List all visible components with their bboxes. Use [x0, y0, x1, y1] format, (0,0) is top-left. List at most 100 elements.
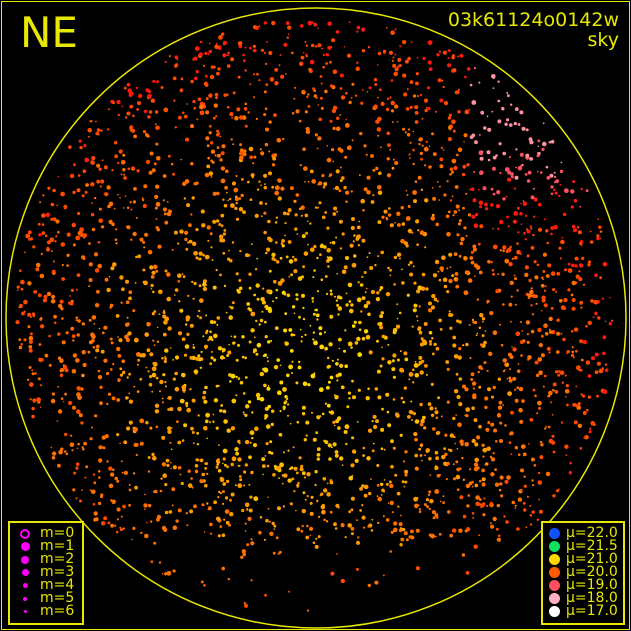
star-marker	[380, 311, 384, 315]
star-marker	[204, 347, 207, 350]
star-marker	[535, 373, 540, 378]
star-marker	[30, 316, 32, 318]
star-marker	[139, 441, 144, 446]
star-marker	[524, 238, 527, 241]
star-marker	[37, 377, 41, 381]
star-marker	[299, 328, 302, 331]
star-marker	[458, 347, 462, 351]
star-marker	[302, 147, 306, 151]
star-marker	[173, 294, 176, 296]
star-marker	[311, 297, 315, 300]
star-marker	[493, 428, 498, 433]
star-marker	[248, 508, 253, 513]
star-marker	[323, 439, 326, 443]
star-marker	[49, 237, 55, 242]
star-marker	[301, 508, 306, 514]
star-marker	[263, 230, 267, 235]
star-marker	[230, 492, 235, 497]
star-marker	[577, 423, 582, 428]
star-marker	[145, 421, 149, 425]
star-marker	[335, 169, 340, 174]
star-marker	[75, 497, 78, 500]
star-marker	[340, 95, 346, 100]
star-marker	[50, 446, 53, 449]
star-marker	[309, 222, 312, 225]
star-marker	[202, 395, 206, 400]
star-marker	[282, 137, 285, 141]
star-marker	[178, 115, 182, 120]
star-marker	[15, 320, 20, 325]
star-marker	[266, 386, 271, 391]
star-marker	[409, 80, 414, 84]
star-marker	[481, 482, 486, 487]
star-marker	[256, 297, 260, 301]
star-marker	[301, 335, 303, 338]
star-marker	[76, 333, 80, 337]
star-marker	[444, 433, 448, 437]
star-marker	[42, 298, 48, 303]
star-marker	[391, 359, 395, 363]
star-marker	[389, 274, 392, 277]
star-marker	[457, 110, 461, 114]
star-marker	[89, 119, 93, 123]
star-marker	[223, 419, 228, 424]
star-marker	[142, 203, 147, 209]
star-marker	[72, 405, 76, 410]
star-marker	[278, 550, 282, 554]
star-marker	[571, 298, 576, 302]
star-marker	[75, 358, 80, 363]
star-marker	[307, 243, 309, 246]
star-marker	[334, 453, 339, 458]
magnitude-marker-icon	[21, 569, 29, 576]
star-marker	[529, 140, 534, 145]
star-marker	[476, 298, 479, 301]
star-marker	[264, 455, 267, 457]
star-marker	[469, 256, 474, 260]
star-marker	[328, 342, 333, 347]
star-marker	[418, 447, 422, 451]
star-marker	[213, 358, 217, 362]
star-marker	[434, 465, 439, 471]
star-marker	[534, 294, 538, 298]
star-marker	[543, 218, 546, 221]
star-marker	[300, 205, 305, 210]
star-marker	[294, 227, 298, 231]
star-marker	[416, 56, 419, 59]
star-marker	[28, 339, 33, 344]
star-marker	[453, 165, 458, 171]
star-marker	[441, 454, 446, 460]
star-marker	[542, 278, 544, 281]
star-marker	[115, 242, 118, 245]
star-marker	[366, 287, 368, 290]
star-marker	[219, 234, 224, 239]
star-marker	[445, 360, 450, 364]
star-marker	[402, 73, 407, 78]
star-marker	[521, 399, 525, 403]
star-marker	[146, 134, 150, 138]
star-marker	[529, 157, 533, 161]
star-marker	[255, 392, 261, 398]
star-marker	[222, 40, 228, 46]
magnitude-marker-icon	[22, 583, 28, 588]
star-marker	[399, 543, 403, 547]
star-marker	[502, 370, 505, 373]
star-marker	[464, 529, 468, 533]
star-marker	[401, 281, 405, 285]
star-marker	[477, 370, 480, 374]
star-marker	[54, 240, 57, 243]
star-marker	[123, 173, 126, 176]
star-marker	[348, 475, 354, 481]
star-marker	[151, 168, 156, 173]
star-marker	[230, 335, 233, 338]
star-marker	[537, 145, 539, 148]
star-marker	[90, 182, 95, 187]
star-marker	[408, 153, 411, 156]
star-marker	[223, 284, 227, 288]
star-marker	[76, 273, 81, 277]
star-marker	[542, 252, 548, 257]
star-marker	[449, 167, 454, 171]
star-marker	[540, 334, 544, 338]
brightness-legend-label: μ=21.5	[566, 538, 618, 554]
star-marker	[236, 107, 241, 112]
star-marker	[587, 263, 591, 267]
